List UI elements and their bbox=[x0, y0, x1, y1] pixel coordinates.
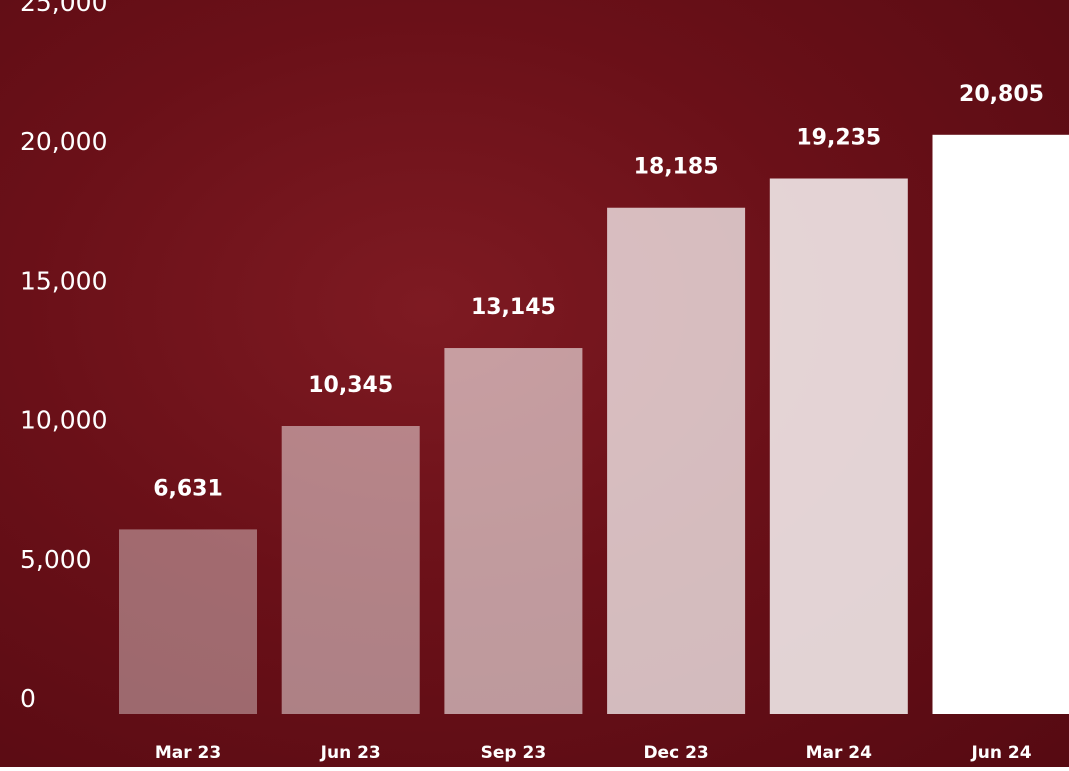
y-tick-label: 10,000 bbox=[20, 406, 107, 435]
bar bbox=[282, 426, 420, 714]
chart-background: 0 5,000 10,000 15,000 20,000 25,000 Mar 23 6,63… bbox=[0, 0, 1069, 767]
x-tick-label: Mar 23 bbox=[155, 743, 221, 763]
y-tick-label: 5,000 bbox=[20, 545, 92, 574]
bar bbox=[770, 178, 908, 714]
value-label: 13,145 bbox=[471, 295, 556, 320]
y-tick-label: 20,000 bbox=[20, 127, 107, 156]
value-label: 6,631 bbox=[153, 476, 223, 501]
x-tick-label: Jun 23 bbox=[320, 743, 381, 763]
y-tick-label: 15,000 bbox=[20, 266, 107, 295]
bar bbox=[607, 208, 745, 714]
bar bbox=[119, 529, 257, 714]
x-tick-label: Jun 24 bbox=[970, 743, 1031, 763]
x-tick-label: Mar 24 bbox=[806, 743, 873, 763]
value-label: 10,345 bbox=[308, 373, 393, 398]
bar bbox=[933, 135, 1069, 714]
value-label: 18,185 bbox=[634, 155, 719, 180]
x-tick-label: Dec 23 bbox=[643, 743, 708, 763]
value-label: 20,805 bbox=[959, 82, 1044, 107]
y-tick-label: 0 bbox=[20, 684, 36, 713]
bar bbox=[444, 348, 582, 714]
x-tick-label: Sep 23 bbox=[481, 743, 547, 763]
chart: 0 5,000 10,000 15,000 20,000 25,000 Mar 23 6,63… bbox=[0, 0, 1069, 767]
y-tick-label: 25,000 bbox=[20, 0, 107, 17]
value-label: 19,235 bbox=[796, 125, 881, 150]
